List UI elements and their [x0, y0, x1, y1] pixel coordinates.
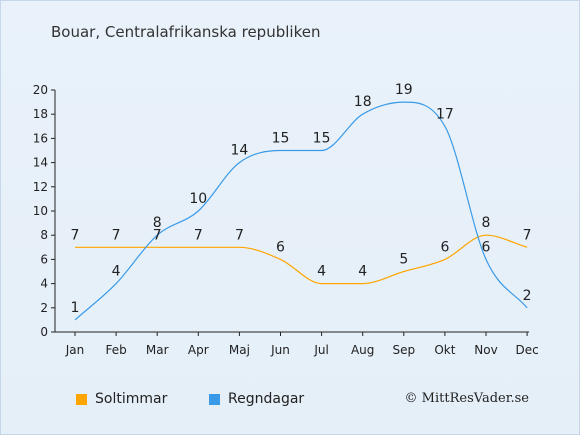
- data-label-regndagar: 8: [153, 215, 162, 231]
- data-label-soltimmar: 7: [235, 227, 244, 243]
- data-label-regndagar: 17: [436, 106, 454, 122]
- data-label-regndagar: 19: [395, 82, 413, 98]
- y-tick-label: 2: [40, 301, 48, 315]
- legend-swatch-regndagar: [209, 393, 220, 405]
- x-tick-label: Apr: [188, 343, 209, 357]
- y-tick-label: 0: [40, 325, 48, 339]
- data-label-regndagar: 14: [230, 143, 248, 159]
- data-label-soltimmar: 7: [71, 227, 80, 243]
- data-label-soltimmar: 7: [523, 227, 532, 243]
- legend-item-soltimmar: Soltimmar: [76, 390, 167, 408]
- data-label-regndagar: 1: [71, 300, 80, 316]
- data-label-regndagar: 10: [189, 191, 207, 207]
- y-tick-label: 16: [33, 131, 48, 145]
- data-label-regndagar: 6: [482, 239, 491, 255]
- series-line-soltimmar: [74, 234, 528, 285]
- data-label-soltimmar: 4: [358, 264, 367, 280]
- y-tick-label: 4: [40, 277, 48, 291]
- data-label-soltimmar: 5: [399, 252, 408, 268]
- y-tick-label: 18: [33, 107, 48, 121]
- y-tick-label: 8: [40, 228, 48, 242]
- series-line-regndagar: [74, 101, 528, 321]
- x-tick-label: Aug: [351, 343, 374, 357]
- x-tick-label: Sep: [392, 343, 415, 357]
- data-label-soltimmar: 8: [482, 215, 491, 231]
- x-tick-label: Okt: [434, 343, 455, 357]
- data-label-soltimmar: 6: [276, 239, 285, 255]
- legend-swatch-soltimmar: [76, 393, 87, 405]
- x-tick-label: Dec: [515, 343, 538, 357]
- data-label-regndagar: 4: [112, 264, 121, 280]
- x-tick-label: Jun: [270, 343, 290, 357]
- data-label-soltimmar: 7: [153, 227, 162, 243]
- legend-item-regndagar: Regndagar: [209, 390, 304, 408]
- x-tick-label: Jan: [65, 343, 85, 357]
- data-label-soltimmar: 7: [112, 227, 121, 243]
- y-tick-label: 10: [33, 204, 48, 218]
- y-tick-label: 14: [33, 156, 48, 170]
- data-label-regndagar: 2: [523, 288, 532, 304]
- legend-label-regndagar: Regndagar: [228, 391, 305, 407]
- data-label-soltimmar: 6: [440, 239, 449, 255]
- y-tick-label: 12: [33, 180, 48, 194]
- x-tick-label: Mar: [146, 343, 169, 357]
- chart-title: Bouar, Centralafrikanska republiken: [51, 23, 321, 41]
- data-label-regndagar: 18: [354, 94, 372, 110]
- data-label-regndagar: 15: [313, 131, 331, 147]
- data-label-soltimmar: 4: [317, 264, 326, 280]
- legend-label-soltimmar: Soltimmar: [95, 391, 168, 407]
- y-tick-label: 20: [33, 83, 48, 97]
- x-tick-label: Nov: [474, 343, 497, 357]
- y-tick-label: 6: [40, 252, 48, 266]
- data-label-regndagar: 15: [272, 131, 290, 147]
- x-tick-label: Maj: [229, 343, 250, 357]
- x-tick-label: Feb: [105, 343, 126, 357]
- x-tick-label: Jul: [313, 343, 328, 357]
- data-label-soltimmar: 7: [194, 227, 203, 243]
- copyright-text: © MittResVader.se: [404, 391, 529, 406]
